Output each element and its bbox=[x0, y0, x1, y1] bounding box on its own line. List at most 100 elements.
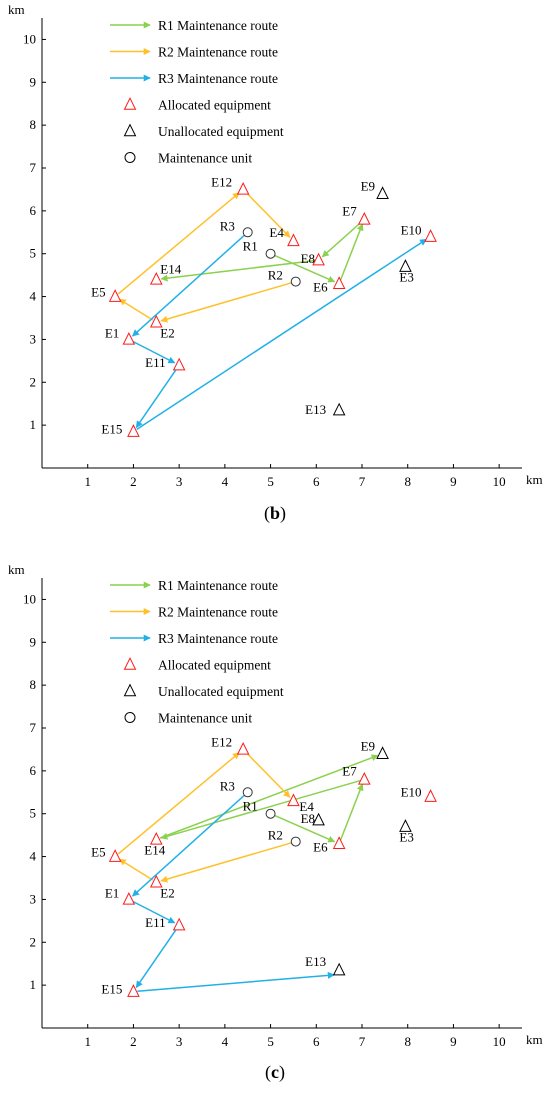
y-tick-label: 7 bbox=[30, 160, 37, 175]
x-tick-label: 10 bbox=[493, 474, 506, 489]
y-tick-label: 4 bbox=[30, 289, 37, 304]
route-r3-segment bbox=[132, 900, 176, 924]
equipment-e12-label: E12 bbox=[211, 174, 232, 189]
legend-maintenance-unit-swatch bbox=[124, 712, 136, 723]
route-r2-segment bbox=[245, 191, 291, 238]
route-r3-segment bbox=[135, 368, 178, 429]
equipment-e15-marker bbox=[127, 424, 140, 437]
legend-r2-route-label: R2 Maintenance route bbox=[158, 605, 278, 620]
route-r2-segment bbox=[245, 751, 291, 798]
legend-maintenance-unit-swatch bbox=[124, 152, 136, 163]
equipment-e6-marker bbox=[332, 276, 346, 289]
x-tick-label: 1 bbox=[84, 1034, 91, 1049]
unit-r1-label: R1 bbox=[243, 799, 258, 814]
equipment-e15-label: E15 bbox=[101, 982, 122, 997]
unit-r2-label: R2 bbox=[268, 828, 283, 843]
route-r1-segment bbox=[160, 259, 315, 282]
equipment-e12-label: E12 bbox=[211, 734, 232, 749]
equipment-e11-marker bbox=[172, 357, 186, 371]
legend-allocated-swatch bbox=[123, 657, 137, 670]
x-tick-label: 10 bbox=[493, 1034, 506, 1049]
y-tick-label: 5 bbox=[30, 806, 37, 821]
y-tick-label: 2 bbox=[30, 934, 37, 949]
equipment-e15-marker bbox=[127, 984, 140, 997]
equipment-e4-label: E4 bbox=[269, 225, 284, 240]
unit-r1-marker bbox=[265, 808, 276, 819]
x-tick-label: 7 bbox=[359, 474, 366, 489]
route-r2-segment bbox=[160, 841, 293, 883]
route-r2-segment bbox=[118, 858, 154, 881]
y-tick-label: 9 bbox=[30, 74, 37, 89]
equipment-e10-label: E10 bbox=[401, 223, 422, 238]
y-tick-label: 1 bbox=[30, 977, 37, 992]
route-r1-segment bbox=[160, 779, 361, 840]
x-tick-label: 3 bbox=[176, 1034, 183, 1049]
legend-r2-route-label: R2 Maintenance route bbox=[158, 45, 278, 60]
equipment-e5-label: E5 bbox=[91, 845, 105, 860]
unit-r2-label: R2 bbox=[268, 268, 283, 283]
route-r3-segment bbox=[132, 234, 246, 337]
equipment-e10-marker bbox=[424, 229, 437, 242]
route-r1-segment bbox=[273, 254, 336, 283]
legend-unallocated-label: Unallocated equipment bbox=[158, 124, 284, 139]
equipment-e10-label: E10 bbox=[401, 785, 422, 800]
equipment-e8-marker bbox=[312, 812, 325, 826]
equipment-e6-label: E6 bbox=[313, 840, 328, 855]
legend-r1-route-label: R1 Maintenance route bbox=[158, 578, 278, 593]
y-tick-label: 2 bbox=[30, 374, 37, 389]
y-tick-label: 6 bbox=[30, 763, 37, 778]
equipment-e9-marker bbox=[376, 186, 389, 199]
equipment-e9-marker bbox=[376, 746, 389, 759]
y-axis-label: km bbox=[8, 2, 25, 17]
route-r3-segment bbox=[135, 928, 178, 989]
x-tick-label: 5 bbox=[267, 474, 274, 489]
x-tick-label: 9 bbox=[450, 474, 457, 489]
route-r2-segment bbox=[117, 192, 240, 295]
legend-maintenance-unit-label: Maintenance unit bbox=[158, 711, 252, 726]
legend-unallocated-label: Unallocated equipment bbox=[158, 684, 284, 699]
equipment-e1-label: E1 bbox=[105, 325, 119, 340]
unit-r2-marker bbox=[290, 276, 301, 287]
y-tick-label: 3 bbox=[30, 331, 37, 346]
equipment-e5-marker bbox=[108, 289, 122, 302]
y-tick-label: 8 bbox=[30, 117, 37, 132]
route-r3-segment bbox=[136, 238, 427, 431]
y-tick-label: 3 bbox=[30, 891, 37, 906]
route-r2-segment bbox=[118, 298, 154, 321]
unit-r1-marker bbox=[265, 248, 276, 259]
legend-maintenance-unit-label: Maintenance unit bbox=[158, 151, 252, 166]
x-tick-label: 6 bbox=[313, 474, 320, 489]
equipment-e2-label: E2 bbox=[160, 885, 174, 900]
x-tick-label: 5 bbox=[267, 1034, 274, 1049]
x-tick-label: 9 bbox=[450, 1034, 457, 1049]
x-tick-label: 4 bbox=[222, 1034, 229, 1049]
route-r2-segment bbox=[117, 752, 240, 855]
equipment-e1-marker bbox=[122, 891, 136, 905]
unit-r2-marker bbox=[290, 836, 301, 847]
equipment-e9-label: E9 bbox=[361, 739, 375, 754]
equipment-e14-marker bbox=[149, 271, 163, 285]
equipment-e2-label: E2 bbox=[160, 325, 174, 340]
y-tick-label: 10 bbox=[23, 591, 36, 606]
route-r2-segment bbox=[160, 281, 293, 323]
equipment-e13-label: E13 bbox=[305, 402, 326, 417]
x-tick-label: 6 bbox=[313, 1034, 320, 1049]
equipment-e1-label: E1 bbox=[105, 885, 119, 900]
equipment-e7-label: E7 bbox=[342, 203, 357, 218]
chart-panel-b: km km 1 2 3 4 5 6 7 8 9 10 1 2 3 4 5 6 7 8 9 10 R1 Maintenance… bbox=[8, 2, 543, 489]
equipment-e12-marker bbox=[236, 181, 250, 195]
equipment-e1-marker bbox=[122, 331, 136, 345]
equipment-e5-label: E5 bbox=[91, 285, 105, 300]
x-tick-label: 4 bbox=[222, 474, 229, 489]
y-tick-label: 8 bbox=[30, 677, 37, 692]
y-tick-label: 1 bbox=[30, 417, 37, 432]
y-axis-label: km bbox=[8, 562, 25, 577]
equipment-e2-marker bbox=[149, 314, 163, 328]
route-r3-segment bbox=[132, 340, 176, 364]
x-tick-label: 3 bbox=[176, 474, 183, 489]
unit-r3-label: R3 bbox=[220, 218, 235, 233]
equipment-e14-marker bbox=[149, 831, 163, 845]
equipment-e11-label: E11 bbox=[145, 915, 165, 930]
y-tick-label: 7 bbox=[30, 720, 37, 735]
equipment-e11-marker bbox=[172, 917, 186, 931]
